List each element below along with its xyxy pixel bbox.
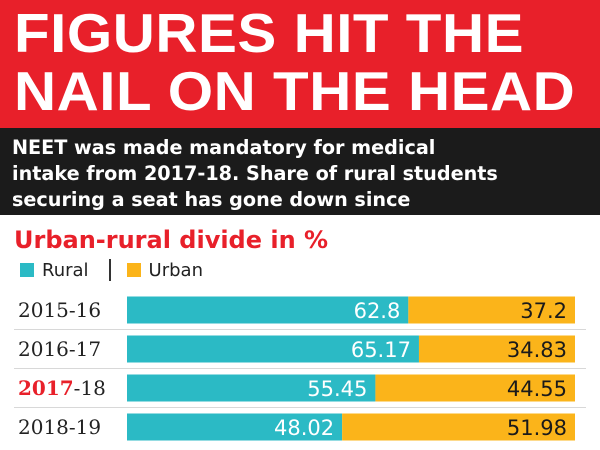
legend-label-urban: Urban xyxy=(148,259,203,281)
headline-line-1: FIGURES HIT THE xyxy=(14,2,524,64)
bar-urban-2016-17 xyxy=(418,335,575,363)
value-label-urban-2016-17: 34.83 xyxy=(507,338,567,362)
legend-label-rural: Rural xyxy=(42,259,89,281)
subheading-box xyxy=(0,128,600,215)
subheading-line-1: NEET was made mandatory for medical xyxy=(12,136,436,159)
legend-swatch-urban xyxy=(126,263,141,277)
chart-legend: Rural Urban xyxy=(20,259,203,281)
bar-urban-2017-18 xyxy=(375,374,575,402)
stacked-bar-chart: 2015-16 62.8 37.2 2016-17 65.17 34.83 2017-18 5… xyxy=(14,296,586,441)
value-label-rural-2016-17: 65.17 xyxy=(351,338,411,362)
subheading-line-2: intake from 2017-18. Share of rural stud… xyxy=(12,162,498,185)
chart-title: Urban-rural divide in % xyxy=(14,226,329,254)
bar-rural-2016-17 xyxy=(127,335,419,363)
subheading-line-3: securing a seat has gone down since xyxy=(12,188,411,211)
category-label-2016-17: 2016-17 xyxy=(18,337,101,361)
value-label-rural-2015-16: 62.8 xyxy=(354,299,401,323)
subheading: NEET was made mandatory for medical inta… xyxy=(12,135,592,213)
legend-swatch-rural xyxy=(20,263,34,277)
headline: FIGURES HIT THE NAIL ON THE HEAD xyxy=(14,4,575,120)
category-label-2018-19: 2018-19 xyxy=(18,415,101,439)
value-label-urban-2015-16: 37.2 xyxy=(520,299,567,323)
headline-line-2: NAIL ON THE HEAD xyxy=(14,60,576,122)
legend-divider xyxy=(108,259,111,281)
category-label-2015-16: 2015-16 xyxy=(18,298,101,322)
headline-banner xyxy=(0,0,600,128)
value-label-rural-2018-19: 48.02 xyxy=(274,416,334,440)
value-label-urban-2017-18: 44.55 xyxy=(507,377,567,401)
bar-urban-2015-16 xyxy=(408,296,575,324)
value-label-rural-2017-18: 55.45 xyxy=(307,377,367,401)
bar-rural-2018-19 xyxy=(127,413,343,441)
value-label-urban-2018-19: 51.98 xyxy=(507,416,567,440)
category-label-2017-18: 2017-18 xyxy=(18,376,106,400)
bar-rural-2017-18 xyxy=(127,374,376,402)
bar-urban-2018-19 xyxy=(342,413,575,441)
bar-rural-2015-16 xyxy=(127,296,409,324)
